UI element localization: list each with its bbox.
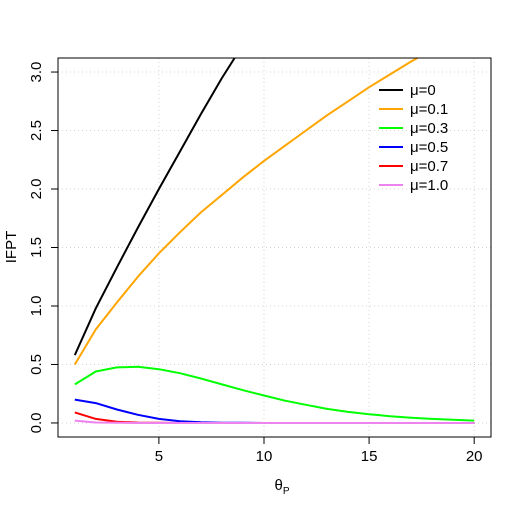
x-tick-label-3: 20 xyxy=(466,448,483,465)
y-tick-label-2: 1.0 xyxy=(28,296,45,317)
y-tick-label-3: 1.5 xyxy=(28,237,45,258)
legend-label-3: μ=0.5 xyxy=(410,139,448,156)
legend-label-0: μ=0 xyxy=(410,82,436,99)
legend-label-4: μ=0.7 xyxy=(410,158,448,175)
series-line-1 xyxy=(73,57,418,366)
legend-label-2: μ=0.3 xyxy=(410,120,448,137)
y-tick-label-6: 3.0 xyxy=(28,62,45,83)
series-line-0 xyxy=(73,57,236,356)
x-tick-label-1: 10 xyxy=(256,448,273,465)
y-axis: 0.0 0.5 1.0 1.5 2.0 2.5 3.0 xyxy=(28,62,59,434)
x-axis-label-subscript: P xyxy=(283,486,290,497)
legend-label-1: μ=0.1 xyxy=(410,101,448,118)
x-axis-label: θP xyxy=(274,477,289,497)
series-lines xyxy=(73,57,475,424)
series-line-5 xyxy=(74,419,475,424)
y-tick-label-0: 0.0 xyxy=(28,413,45,434)
y-tick-label-5: 2.5 xyxy=(28,120,45,141)
x-tick-label-2: 15 xyxy=(361,448,378,465)
series-line-2 xyxy=(74,365,475,422)
grid xyxy=(58,58,491,437)
y-axis-label: IFPT xyxy=(3,231,20,264)
legend-label-5: μ=1.0 xyxy=(410,177,448,194)
x-tick-label-0: 5 xyxy=(155,448,163,465)
x-axis-label-symbol: θ xyxy=(274,477,282,494)
y-tick-label-1: 0.5 xyxy=(28,354,45,375)
legend: μ=0 μ=0.1 μ=0.3 μ=0.5 μ=0.7 μ=1.0 xyxy=(379,82,448,194)
y-tick-label-4: 2.0 xyxy=(28,179,45,200)
x-axis: 5 10 15 20 xyxy=(155,436,483,465)
